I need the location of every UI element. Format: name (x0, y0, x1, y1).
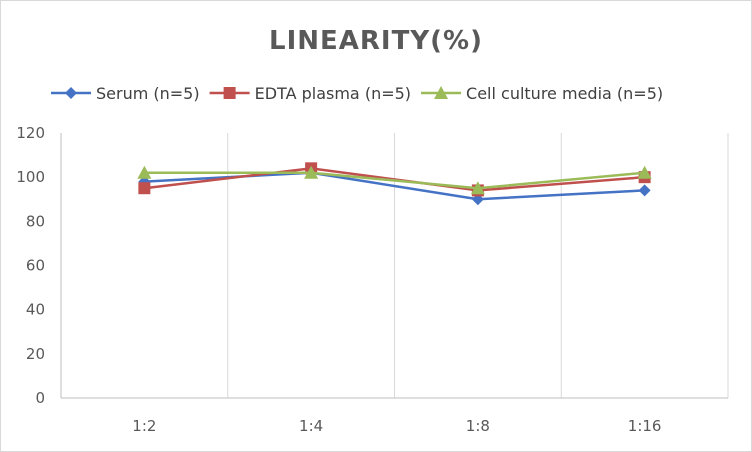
legend: Serum (n=5) EDTA plasma (n=5) Cell culture… (51, 84, 663, 103)
series-line (144, 171, 645, 190)
legend-marker (65, 87, 77, 99)
y-tick-label: 0 (35, 389, 45, 407)
y-tick-label: 40 (26, 301, 45, 319)
legend-label: EDTA plasma (n=5) (255, 84, 411, 103)
series-3 (137, 165, 652, 195)
y-tick-label: 80 (26, 212, 45, 230)
axes (60, 133, 728, 399)
data-point (470, 181, 485, 195)
legend-marker (223, 87, 236, 99)
data-point (138, 182, 151, 195)
y-axis-ticks: 0 20 40 60 80 100 120 (16, 124, 45, 407)
data-point (638, 184, 651, 197)
x-tick-label: 1:8 (466, 417, 490, 435)
data-point (304, 165, 319, 179)
data-point (137, 165, 152, 179)
x-axis-ticks: 1:2 1:4 1:8 1:16 (132, 417, 661, 435)
x-tick-label: 1:16 (628, 417, 662, 435)
legend-marker (434, 86, 449, 99)
series-layer (137, 162, 652, 206)
y-tick-label: 20 (26, 345, 45, 363)
legend-item-2: EDTA plasma (n=5) (209, 84, 411, 103)
x-tick-label: 1:4 (299, 417, 323, 435)
legend-label: Cell culture media (n=5) (466, 84, 663, 103)
y-tick-label: 120 (16, 124, 45, 142)
legend-item-3: Cell culture media (n=5) (421, 84, 663, 103)
legend-label: Serum (n=5) (96, 84, 200, 103)
y-tick-label: 60 (26, 257, 45, 275)
x-tick-label: 1:2 (132, 417, 156, 435)
legend-item-1: Serum (n=5) (51, 84, 200, 103)
chart-title: LINEARITY(%) (269, 26, 483, 56)
data-point (637, 165, 652, 179)
y-tick-label: 100 (16, 168, 45, 186)
